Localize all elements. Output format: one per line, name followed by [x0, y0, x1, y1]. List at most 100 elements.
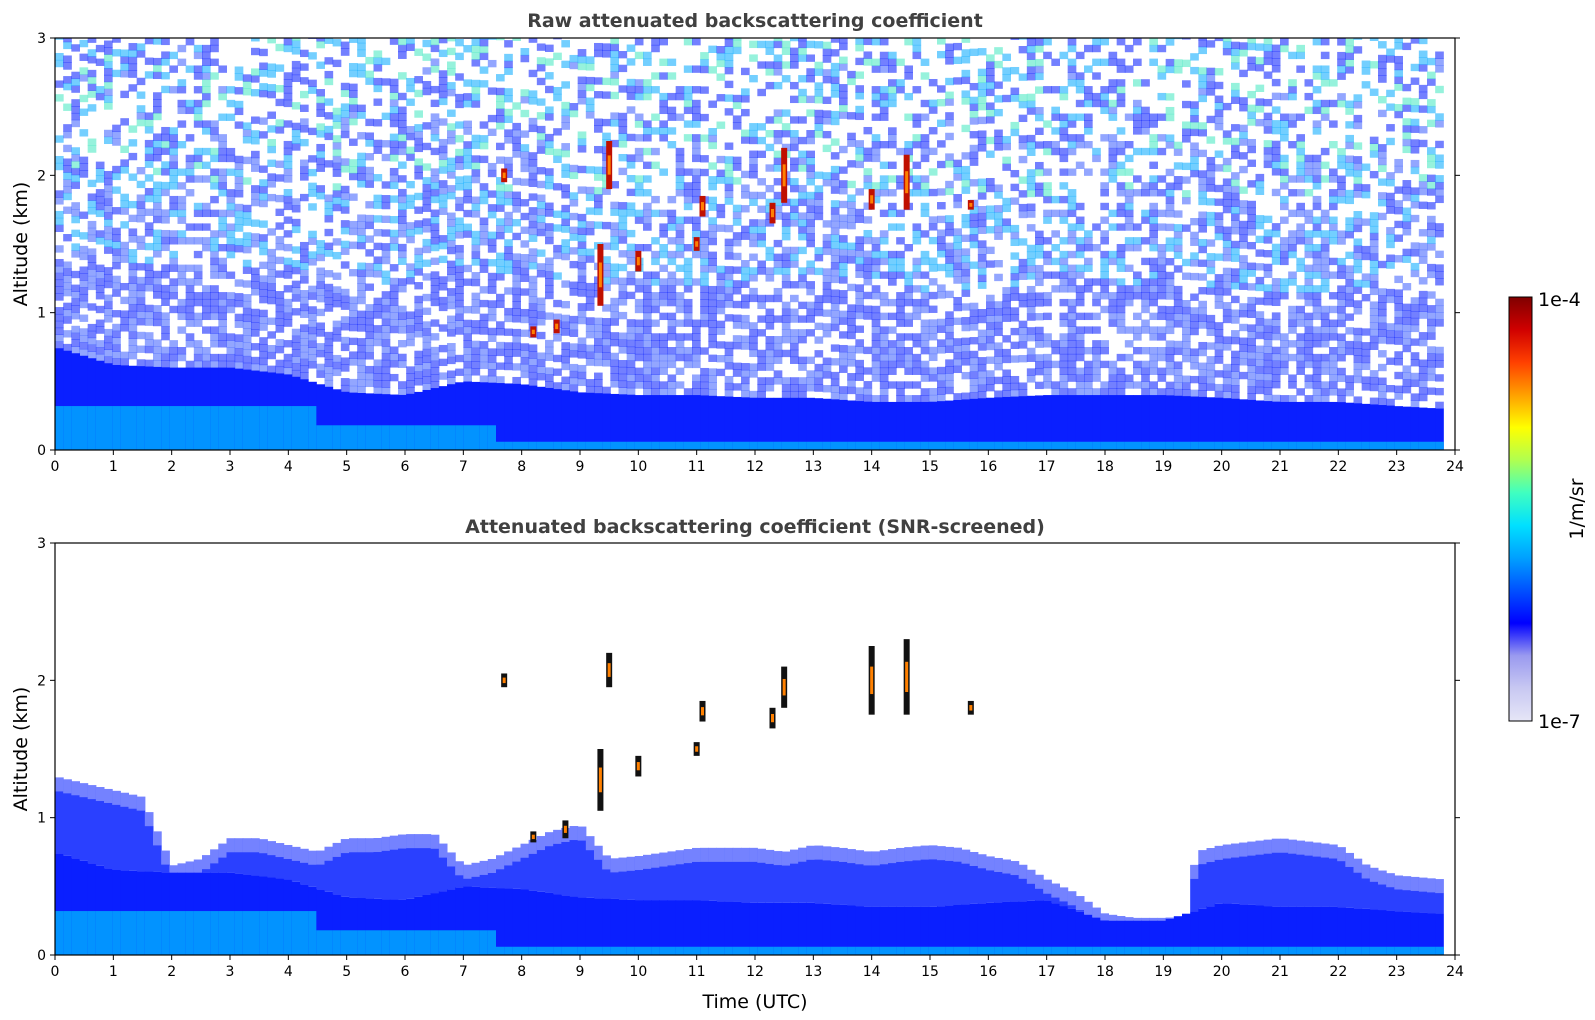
noise-cell [773, 150, 783, 158]
noise-cell [104, 280, 113, 289]
noise-cell [104, 54, 113, 62]
noise-cell [463, 374, 472, 383]
noise-cell [1018, 320, 1028, 329]
noise-cell [1280, 250, 1289, 259]
noise-cell [161, 326, 170, 334]
noise-cell [618, 284, 628, 292]
noise-cell [406, 373, 415, 381]
noise-cell [1402, 386, 1412, 394]
noise-cell [839, 235, 848, 243]
noise-cell [773, 54, 783, 62]
noise-cell [316, 343, 325, 351]
noise-cell [1002, 136, 1011, 144]
noise-cell [1312, 250, 1322, 259]
noise-cell [977, 137, 987, 145]
noise-cell [594, 317, 603, 326]
noise-cell [398, 209, 407, 217]
noise-cell [896, 223, 905, 231]
noise-cell [234, 155, 244, 164]
noise-cell [977, 247, 987, 255]
noise-cell [634, 333, 644, 341]
noise-cell [357, 49, 366, 58]
noise-cell [422, 53, 432, 61]
noise-cell [773, 198, 783, 207]
noise-cell [830, 110, 840, 119]
noise-cell [977, 308, 987, 317]
noise-cell [847, 139, 856, 147]
noise-cell [920, 374, 930, 382]
noise-cell [185, 168, 195, 176]
noise-cell [275, 160, 285, 168]
noise-cell [651, 147, 660, 156]
noise-cell [128, 345, 138, 353]
noise-cell [1149, 120, 1158, 128]
noise-cell [977, 363, 987, 372]
noise-cell [332, 251, 342, 260]
noise-cell [455, 73, 464, 81]
noise-cell [1141, 182, 1150, 190]
noise-cell [251, 240, 260, 248]
noise-cell [487, 368, 497, 377]
noise-cell [879, 38, 889, 46]
noise-cell [316, 164, 325, 172]
noise-cell [700, 313, 709, 321]
noise-cell [1402, 83, 1412, 92]
noise-cell [479, 196, 489, 205]
noise-cell [1141, 38, 1150, 39]
noise-cell [316, 329, 325, 337]
noise-cell [1410, 400, 1420, 408]
noise-cell [153, 353, 162, 361]
noise-cell [528, 371, 538, 380]
noise-cell [961, 323, 971, 332]
noise-cell [1280, 127, 1289, 135]
noise-cell [692, 250, 701, 259]
noise-cell [577, 364, 587, 373]
noise-cell [1108, 305, 1118, 314]
noise-cell [1271, 319, 1281, 327]
noise-cell [1092, 326, 1101, 334]
noise-cell [185, 292, 195, 300]
noise-cell [634, 305, 644, 314]
noise-cell [169, 257, 178, 266]
noise-cell [1165, 189, 1175, 197]
noise-cell [912, 264, 922, 272]
noise-cell [79, 108, 89, 116]
noise-cell [1067, 312, 1077, 321]
noise-cell [847, 112, 856, 120]
noise-cell [839, 221, 848, 229]
noise-cell [1418, 84, 1428, 93]
noise-cell [1100, 257, 1109, 266]
noise-cell [773, 164, 783, 172]
noise-cell [1345, 107, 1354, 115]
noise-cell [561, 40, 570, 48]
noise-cell [1182, 334, 1191, 342]
noise-cell [1018, 382, 1028, 390]
noise-cell [308, 306, 317, 314]
noise-cell [545, 367, 554, 375]
noise-cell [790, 95, 799, 104]
noise-cell [1402, 255, 1412, 263]
noise-cell [496, 190, 505, 199]
noise-cell [283, 257, 293, 266]
noise-cell [218, 319, 227, 327]
noise-cell [634, 182, 644, 190]
noise-cell [1222, 391, 1232, 399]
noise-cell [618, 126, 628, 134]
noise-cell [71, 332, 80, 341]
noise-cell [153, 305, 162, 313]
noise-cell [332, 203, 342, 212]
noise-cell [389, 312, 399, 320]
noise-cell [316, 102, 325, 111]
noise-cell [1182, 375, 1191, 383]
noise-cell [218, 182, 227, 190]
noise-cell [683, 182, 693, 190]
noise-cell [128, 152, 138, 161]
noise-cell [692, 374, 701, 382]
noise-cell [479, 361, 489, 370]
noise-cell [1378, 295, 1387, 303]
noise-cell [1116, 92, 1126, 101]
noise-cell [1035, 38, 1044, 46]
noise-cell [1059, 250, 1069, 259]
noise-cell [904, 292, 913, 300]
noise-cell [95, 305, 105, 314]
